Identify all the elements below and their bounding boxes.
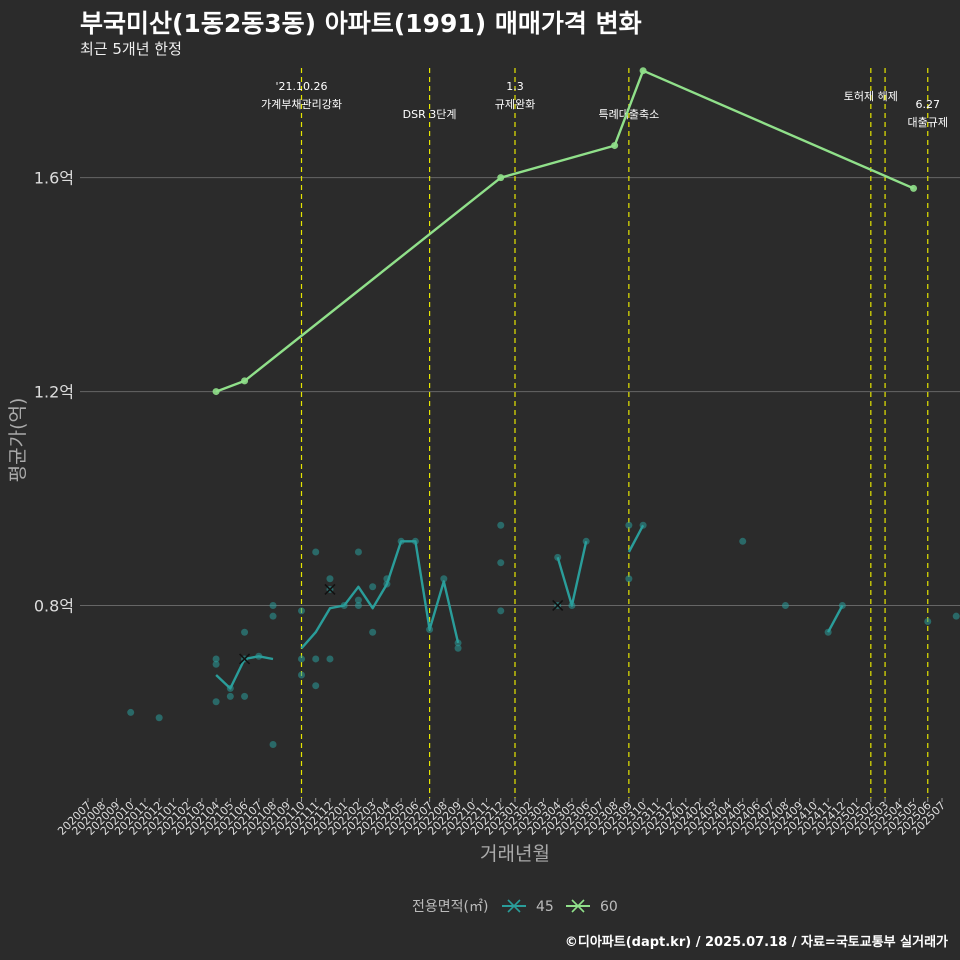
data-point — [312, 682, 320, 690]
x-marker — [552, 599, 564, 612]
legend-label: 60 — [600, 899, 618, 915]
x-marker — [324, 583, 336, 596]
series-group — [127, 67, 960, 749]
legend: 전용면적(㎡) 45 60 — [412, 899, 618, 915]
data-point — [326, 575, 334, 583]
data-point — [454, 644, 462, 652]
event-label: 가계부채관리강화 — [261, 98, 342, 111]
grid-lines — [80, 177, 960, 606]
data-point — [212, 698, 220, 706]
x-axis-title: 거래년월 — [480, 843, 550, 865]
data-point — [497, 521, 505, 529]
data-point — [269, 612, 277, 620]
y-axis-title: 평균가(억) — [7, 398, 29, 483]
data-point — [739, 537, 747, 545]
series-line — [827, 604, 844, 633]
y-axis: 0.8억 1.2억 1.6억 — [34, 169, 74, 616]
series-line — [215, 655, 274, 690]
data-point — [781, 601, 789, 609]
data-point — [625, 575, 633, 583]
data-point — [298, 655, 305, 663]
data-point — [497, 607, 505, 615]
data-point — [312, 655, 320, 663]
y-tick-label: 1.6억 — [34, 169, 74, 188]
event-label: 토허제 해제 — [844, 89, 898, 103]
data-point — [241, 692, 249, 700]
data-point — [952, 612, 960, 620]
data-point — [155, 714, 163, 722]
data-point — [269, 601, 277, 609]
event-label: '21.10.26 — [275, 80, 327, 93]
data-point — [454, 639, 462, 647]
data-point — [354, 601, 362, 609]
y-tick-label: 0.8억 — [34, 596, 74, 615]
x-marker — [239, 653, 251, 665]
series-line — [300, 540, 460, 650]
event-label: 1.3 — [506, 80, 524, 93]
data-point — [369, 628, 377, 636]
data-point — [212, 660, 220, 668]
legend-label: 45 — [536, 899, 554, 915]
series-45 — [127, 521, 960, 749]
data-point — [354, 548, 362, 556]
data-point — [497, 559, 505, 567]
event-label: 특례대출축소 — [598, 108, 659, 121]
data-point — [298, 607, 305, 615]
event-label: 규제완화 — [495, 98, 535, 111]
footer-credit: ©디아파트(dapt.kr) / 2025.07.18 / 자료=국토교통부 실… — [564, 935, 948, 950]
legend-title: 전용면적(㎡) — [412, 899, 488, 915]
data-point — [326, 655, 334, 663]
event-label: 대출규제 — [908, 116, 948, 129]
event-label: 6.27 — [916, 98, 941, 111]
data-point — [354, 596, 362, 604]
chart-title: 부국미산(1동2동3동) 아파트(1991) 매매가격 변화 — [80, 9, 642, 38]
event-label: DSR 3단계 — [403, 108, 457, 121]
x-axis: 2020072020082020092020102020112020122021… — [55, 798, 948, 838]
data-point — [924, 618, 932, 626]
series-line — [627, 524, 645, 553]
data-point — [127, 708, 135, 716]
series-60 — [212, 67, 918, 396]
data-point — [241, 628, 249, 636]
data-point — [269, 741, 277, 749]
data-point — [226, 692, 234, 700]
data-point — [312, 548, 320, 556]
data-point — [212, 655, 220, 663]
data-point — [440, 575, 448, 583]
data-point — [298, 671, 305, 679]
data-point — [625, 521, 633, 529]
series-line — [215, 69, 914, 393]
data-point — [369, 583, 377, 591]
chart-subtitle: 최근 5개년 한정 — [80, 40, 182, 58]
y-tick-label: 1.2억 — [34, 383, 74, 402]
legend-swatch-x — [507, 899, 521, 913]
series-line — [556, 541, 588, 607]
legend-swatch-x — [571, 899, 585, 913]
